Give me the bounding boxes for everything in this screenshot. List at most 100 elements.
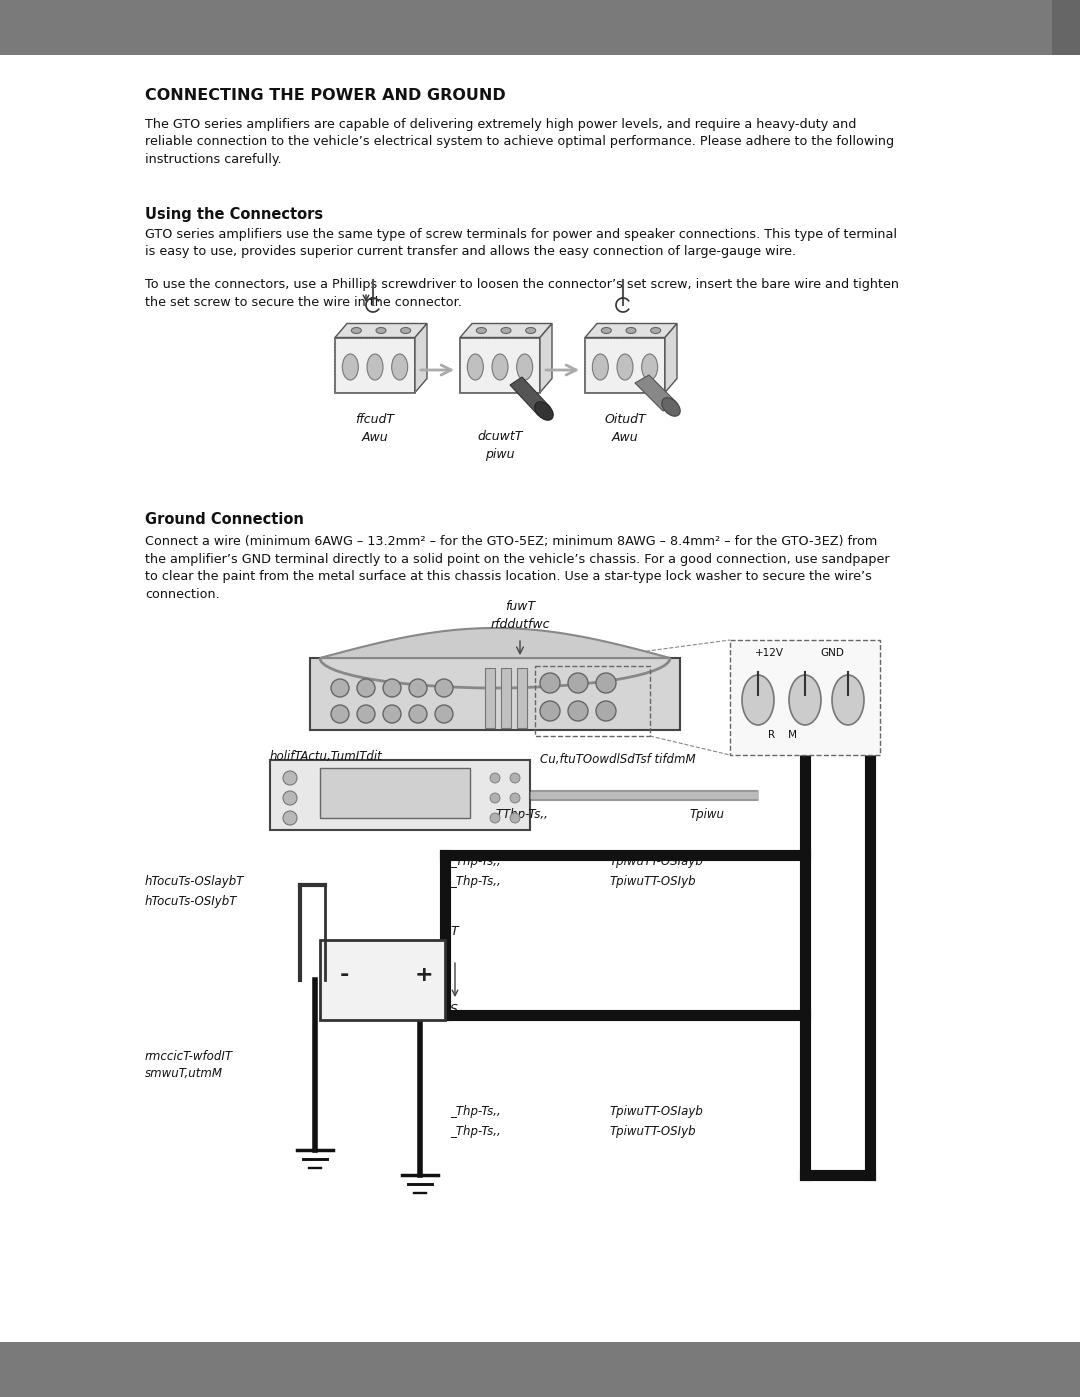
Polygon shape	[540, 324, 552, 393]
Ellipse shape	[526, 327, 536, 334]
Ellipse shape	[383, 705, 401, 724]
Text: _Thp-Ts,,: _Thp-Ts,,	[450, 1105, 501, 1118]
Ellipse shape	[568, 673, 588, 693]
Text: +: +	[415, 965, 434, 985]
Ellipse shape	[602, 327, 611, 334]
Ellipse shape	[617, 353, 633, 380]
Text: TpiwuTT-OSIayb: TpiwuTT-OSIayb	[610, 1105, 704, 1118]
Ellipse shape	[510, 773, 519, 782]
Polygon shape	[335, 324, 427, 338]
Bar	[585, 338, 665, 393]
Text: TpiwuTT-OSIyb: TpiwuTT-OSIyb	[610, 1125, 697, 1139]
Ellipse shape	[330, 679, 349, 697]
Ellipse shape	[626, 327, 636, 334]
Text: Connect a wire (minimum 6AWG – 13.2mm² – for the GTO-5EZ; minimum 8AWG – 8.4mm² : Connect a wire (minimum 6AWG – 13.2mm² –…	[145, 535, 890, 601]
Bar	[335, 338, 415, 393]
Text: R    M: R M	[768, 731, 797, 740]
Ellipse shape	[516, 353, 532, 380]
Ellipse shape	[490, 773, 500, 782]
Ellipse shape	[435, 679, 453, 697]
Ellipse shape	[789, 675, 821, 725]
Text: +12V: +12V	[755, 648, 784, 658]
Bar	[730, 640, 880, 754]
Text: _Thp-Ts,,: _Thp-Ts,,	[450, 1125, 501, 1139]
Ellipse shape	[662, 398, 680, 416]
Polygon shape	[415, 324, 427, 393]
Ellipse shape	[535, 402, 553, 420]
Text: S,: S,	[450, 1003, 462, 1016]
Ellipse shape	[283, 812, 297, 826]
Text: To use the connectors, use a Phillips screwdriver to loosen the connector’s set : To use the connectors, use a Phillips sc…	[145, 278, 899, 309]
Polygon shape	[585, 324, 677, 338]
Ellipse shape	[596, 701, 616, 721]
Ellipse shape	[435, 705, 453, 724]
Text: fuwT
rfddutfwc: fuwT rfddutfwc	[490, 599, 550, 631]
Ellipse shape	[401, 327, 410, 334]
Text: Tpiwu: Tpiwu	[690, 807, 725, 821]
Text: holifTActu,TumITdit: holifTActu,TumITdit	[270, 750, 382, 763]
Ellipse shape	[468, 353, 484, 380]
Text: TpiwuTT-OSIyb: TpiwuTT-OSIyb	[610, 875, 697, 888]
Bar	[501, 668, 511, 728]
Polygon shape	[635, 374, 677, 411]
Bar	[460, 338, 540, 393]
Polygon shape	[320, 629, 670, 658]
Ellipse shape	[742, 675, 774, 725]
Polygon shape	[460, 324, 552, 338]
Ellipse shape	[596, 673, 616, 693]
Ellipse shape	[330, 705, 349, 724]
Text: GTO series amplifiers use the same type of screw terminals for power and speaker: GTO series amplifiers use the same type …	[145, 228, 897, 258]
Ellipse shape	[568, 701, 588, 721]
Ellipse shape	[376, 327, 386, 334]
Bar	[517, 668, 527, 728]
FancyBboxPatch shape	[310, 658, 680, 731]
Text: The GTO series amplifiers are capable of delivering extremely high power levels,: The GTO series amplifiers are capable of…	[145, 117, 894, 166]
Ellipse shape	[540, 673, 561, 693]
Ellipse shape	[642, 353, 658, 380]
Text: Using the Connectors: Using the Connectors	[145, 207, 323, 222]
Bar	[460, 338, 540, 393]
Ellipse shape	[351, 327, 362, 334]
Ellipse shape	[490, 813, 500, 823]
Text: CONNECTING THE POWER AND GROUND: CONNECTING THE POWER AND GROUND	[145, 88, 505, 103]
Ellipse shape	[283, 791, 297, 805]
Text: GND: GND	[820, 648, 843, 658]
Polygon shape	[665, 324, 677, 393]
Ellipse shape	[383, 679, 401, 697]
Ellipse shape	[650, 327, 661, 334]
Ellipse shape	[476, 327, 486, 334]
Bar	[0, 1343, 1080, 1397]
Bar	[0, 0, 1080, 54]
Ellipse shape	[490, 793, 500, 803]
Text: _TThp-Ts,,: _TThp-Ts,,	[490, 807, 548, 821]
Ellipse shape	[392, 353, 407, 380]
Text: rmccicT-wfodIT
smwuT,utmM: rmccicT-wfodIT smwuT,utmM	[145, 1051, 233, 1080]
Text: Cu,ftuTOowdlSdTsf tifdmM: Cu,ftuTOowdlSdTsf tifdmM	[540, 753, 696, 766]
Ellipse shape	[367, 353, 383, 380]
Bar	[320, 940, 445, 1020]
Ellipse shape	[283, 771, 297, 785]
Bar	[535, 666, 650, 736]
Polygon shape	[510, 377, 550, 415]
Text: hTocuTs-OSIybT: hTocuTs-OSIybT	[145, 895, 238, 908]
Bar	[585, 338, 665, 393]
Ellipse shape	[510, 813, 519, 823]
Bar	[320, 768, 470, 819]
Ellipse shape	[832, 675, 864, 725]
Ellipse shape	[357, 705, 375, 724]
Bar	[1052, 0, 1080, 54]
Ellipse shape	[501, 327, 511, 334]
Text: -: -	[340, 965, 349, 985]
Ellipse shape	[409, 679, 427, 697]
Text: ffcudT
Awu: ffcudT Awu	[355, 414, 394, 444]
Bar	[270, 760, 530, 830]
Text: TpiwuTT-OSIayb: TpiwuTT-OSIayb	[610, 855, 704, 868]
Ellipse shape	[342, 353, 359, 380]
Bar	[485, 668, 495, 728]
Text: T: T	[450, 925, 458, 937]
Ellipse shape	[592, 353, 608, 380]
Bar	[335, 338, 415, 393]
Text: _Thp-Ts,,: _Thp-Ts,,	[450, 875, 501, 888]
Ellipse shape	[540, 701, 561, 721]
Ellipse shape	[357, 679, 375, 697]
